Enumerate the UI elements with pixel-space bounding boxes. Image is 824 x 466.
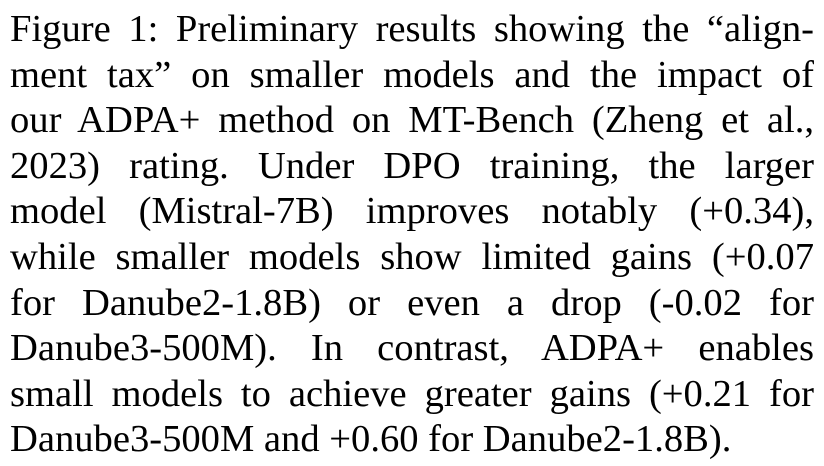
caption-line: 2023) rating. Under DPO training, the la… [10,144,814,187]
caption-line: while smaller models show limited gains … [10,235,814,278]
caption-line: our ADPA+ method on MT-Bench (Zheng et a… [10,99,814,142]
caption-line: Danube3-500M and +0.60 for Danube2-1.8B)… [10,418,732,461]
figure-caption: Figure 1: Preliminary results showing th… [10,7,814,463]
caption-line: Figure 1: Preliminary results showing th… [10,8,814,50]
caption-line: model (Mistral-7B) improves notably (+0.… [10,190,814,233]
caption-line: ment tax” on smaller models and the impa… [10,53,814,96]
caption-line: small models to achieve greater gains (+… [10,372,814,415]
caption-line: for Danube2-1.8B) or even a drop (-0.02 … [10,281,814,324]
caption-line: Danube3-500M). In contrast, ADPA+ enable… [10,327,814,370]
